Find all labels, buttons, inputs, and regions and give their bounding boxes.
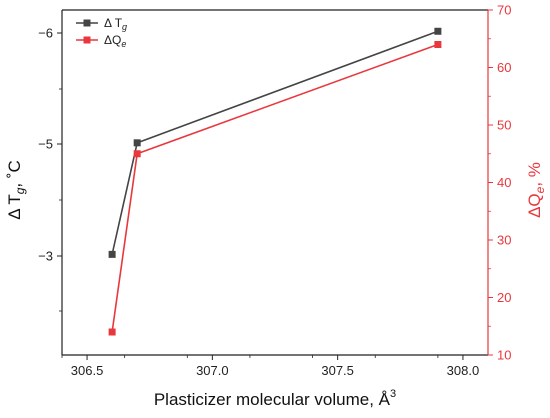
y-left-tick-label: −6	[38, 26, 53, 41]
ticks: 306.5 307.0 307.5 308.0 10 20 30 40 50 60 70 −6 −5 −3	[38, 3, 511, 379]
series-layer	[108, 27, 442, 336]
series-line	[111, 30, 439, 255]
data-point	[434, 41, 442, 48]
y-left-tick-label: −5	[38, 137, 53, 152]
y-right-tick-label: 40	[497, 175, 511, 190]
legend-item: Δ Tg	[76, 16, 127, 32]
legend-marker	[83, 19, 91, 27]
x-tick-label: 306.5	[71, 363, 104, 378]
y-right-tick-label: 30	[497, 233, 511, 248]
y-right-tick-label: 60	[497, 60, 511, 75]
x-tick-label: 308.0	[447, 363, 480, 378]
plot-frame	[61, 9, 489, 356]
data-point	[108, 328, 116, 336]
data-point	[133, 139, 141, 147]
x-tick-label: 307.0	[196, 363, 229, 378]
x-axis-title: Plasticizer molecular volume, Å3	[154, 388, 396, 409]
legend-label: Δ Tg	[104, 16, 127, 32]
y-left-tick-label: −3	[38, 249, 53, 264]
y-right-tick-label: 20	[497, 290, 511, 305]
legend-label: ΔQe	[104, 33, 126, 49]
x-tick-label: 307.5	[321, 363, 354, 378]
data-point	[133, 150, 141, 158]
y-axis-left-title: Δ Tg, ˚C	[5, 160, 27, 220]
legend-item: ΔQe	[76, 33, 126, 49]
data-point	[434, 27, 442, 35]
legend-marker	[83, 36, 91, 44]
series-line	[111, 43, 439, 333]
y-right-tick-label: 70	[497, 3, 511, 18]
y-right-tick-label: 10	[497, 348, 511, 363]
y-axis-right-title: ΔQe, %	[525, 162, 547, 218]
series-delta-tg	[108, 27, 442, 258]
y-right-tick-label: 50	[497, 118, 511, 133]
series-delta-qe	[108, 41, 442, 336]
data-point	[108, 250, 116, 258]
